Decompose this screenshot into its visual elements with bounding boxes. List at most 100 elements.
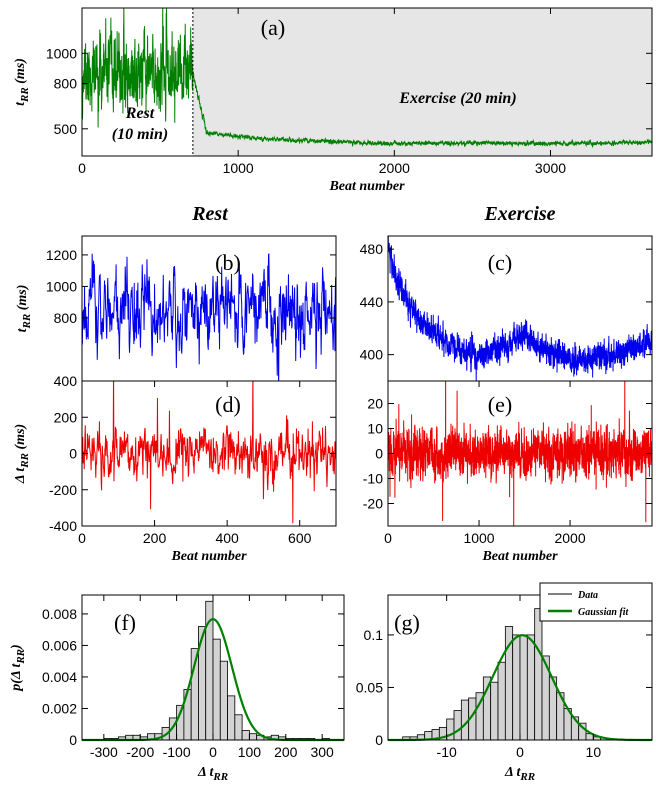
histogram-bar <box>482 676 492 741</box>
y-axis-label: p(Δ tRR) <box>9 644 27 691</box>
exercise-shaded-region <box>192 8 652 156</box>
plot-frame <box>81 7 653 157</box>
panel-d-label: (d) <box>215 392 241 417</box>
y-axis-label-unit: (ms) <box>15 285 30 314</box>
y-tick-label: 20 <box>367 396 383 412</box>
panel-f-plot <box>82 600 344 742</box>
rest-annotation-line1: Rest <box>125 105 155 122</box>
y-axis-label-main: t <box>15 327 30 332</box>
x-tick-label: -300 <box>90 744 118 760</box>
y-tick-label: 0 <box>375 732 383 748</box>
y-tick-label: 10 <box>367 421 383 437</box>
histogram-bar <box>497 661 506 741</box>
y-axis-label: Δ tRR (ms) <box>13 424 31 484</box>
legend-data-label: Data <box>577 590 598 601</box>
series-line-segment-1 <box>82 253 336 381</box>
legend-fit-label: Gaussian fit <box>578 607 630 618</box>
histogram-bar <box>453 710 462 741</box>
histogram-bar <box>227 695 236 741</box>
y-tick-label: -20 <box>363 496 383 512</box>
x-tick-label: 1000 <box>223 160 254 176</box>
y-axis-label-sub: RR <box>19 453 31 469</box>
series-line-segment-1 <box>82 8 194 128</box>
x-tick-label: 2000 <box>554 530 585 546</box>
y-axis-label: tRR (ms) <box>15 285 33 333</box>
x-tick-label: -10 <box>437 744 457 760</box>
x-tick-label: 0 <box>384 530 392 546</box>
x-axis-label: Δ tRR <box>197 765 228 783</box>
y-tick-label: 800 <box>54 310 78 326</box>
y-tick-label: 0.002 <box>42 700 77 716</box>
x-tick-label: -100 <box>163 744 191 760</box>
panel-g-label: (g) <box>394 610 420 635</box>
histogram-bar <box>234 714 243 741</box>
y-tick-label: 1000 <box>46 278 77 294</box>
y-axis-label-unit: (ms) <box>13 58 28 87</box>
x-tick-label: 600 <box>288 530 312 546</box>
series-line-segment-1 <box>388 236 652 381</box>
x-tick-label: 400 <box>215 530 239 546</box>
series-line-segment-3 <box>206 130 652 149</box>
exercise-column-title: Exercise <box>483 203 555 225</box>
exercise-annotation: Exercise (20 min) <box>398 90 516 107</box>
y-tick-label: 0 <box>69 446 77 462</box>
panel-a-axes: 0 1000 2000 3000 500 800 1000 Beat number tRR (m… <box>13 7 653 194</box>
x-tick-label: 2000 <box>379 160 410 176</box>
y-tick-label: 440 <box>360 294 384 310</box>
y-axis-label-main: Δ t <box>13 467 28 485</box>
panel-b-label: (b) <box>215 250 241 275</box>
series-line-segment-2 <box>192 71 208 136</box>
x-tick-label: 0 <box>78 160 86 176</box>
x-axis-label: Beat number <box>481 549 558 564</box>
y-tick-label: 0.006 <box>42 637 77 653</box>
panel-e: 0 1000 2000 -20 -10 0 10 20 Beat number (e) <box>363 380 653 564</box>
panel-g-axes: -10 0 10 0 0.05 0.1 Δ tRR <box>356 594 653 783</box>
y-tick-label: 0.05 <box>356 679 383 695</box>
panel-a-label: (a) <box>261 15 285 40</box>
y-tick-label: 0.1 <box>364 627 384 643</box>
rest-column-title: Rest <box>191 203 229 225</box>
y-axis-label-main: t <box>13 101 28 106</box>
y-tick-label: 0 <box>375 446 383 462</box>
y-axis-label-tail: ) <box>9 644 24 651</box>
histogram-bar <box>534 608 543 741</box>
histogram-bar <box>512 634 521 741</box>
histogram-bar <box>519 634 528 741</box>
y-tick-label: -400 <box>49 518 77 534</box>
x-tick-label: 0 <box>78 530 86 546</box>
panel-b-plot <box>82 253 336 381</box>
histogram-bar <box>212 638 221 741</box>
series-line-segment-1 <box>388 381 652 526</box>
histogram-bar <box>248 733 258 741</box>
panel-d: 0 200 400 600 -400 -200 0 200 400 Beat number Δ tR… <box>13 373 337 564</box>
panel-f: -300 -200 -100 0 100 200 300 0 0.002 0.004 0.006 0.… <box>9 594 345 783</box>
x-tick-label: 200 <box>274 744 298 760</box>
panel-c-axes: 400 440 480 <box>360 235 653 382</box>
panel-c-plot <box>388 236 652 381</box>
y-tick-label: 200 <box>54 409 78 425</box>
panel-e-axes: 0 1000 2000 -20 -10 0 10 20 Beat number <box>363 380 653 564</box>
y-axis-label: tRR (ms) <box>13 58 31 106</box>
panel-f-axes: -300 -200 -100 0 100 200 300 0 0.002 0.004 0.006 0.… <box>9 594 345 783</box>
panel-f-label: (f) <box>114 610 136 635</box>
panel-c-label: (c) <box>488 250 512 275</box>
panel-c: 400 440 480 (c) <box>360 235 653 382</box>
x-axis-label: Beat number <box>328 179 405 194</box>
x-axis-label: Δ tRR <box>504 765 535 783</box>
x-axis-label-main: Δ t <box>504 765 522 780</box>
x-tick-label: 0 <box>209 744 217 760</box>
y-tick-label: -200 <box>49 482 77 498</box>
x-axis-label-sub: RR <box>519 771 535 783</box>
panel-d-axes: 0 200 400 600 -400 -200 0 200 400 Beat number Δ tR… <box>13 373 337 564</box>
y-tick-label: 1200 <box>46 247 77 263</box>
x-axis-label-main: Δ t <box>197 765 215 780</box>
x-tick-label: 200 <box>143 530 167 546</box>
y-tick-label: 1000 <box>46 45 77 61</box>
y-tick-label: 0.004 <box>42 669 77 685</box>
y-axis-label-unit: (ms) <box>13 424 28 453</box>
legend-box <box>539 582 653 622</box>
panel-g: -10 0 10 0 0.05 0.1 Δ tRR (g) Data Gaussian fi… <box>356 582 653 783</box>
panel-b: 800 1000 1200 tRR (ms) (b) <box>15 235 337 382</box>
y-axis-label-sub: RR <box>15 649 27 665</box>
